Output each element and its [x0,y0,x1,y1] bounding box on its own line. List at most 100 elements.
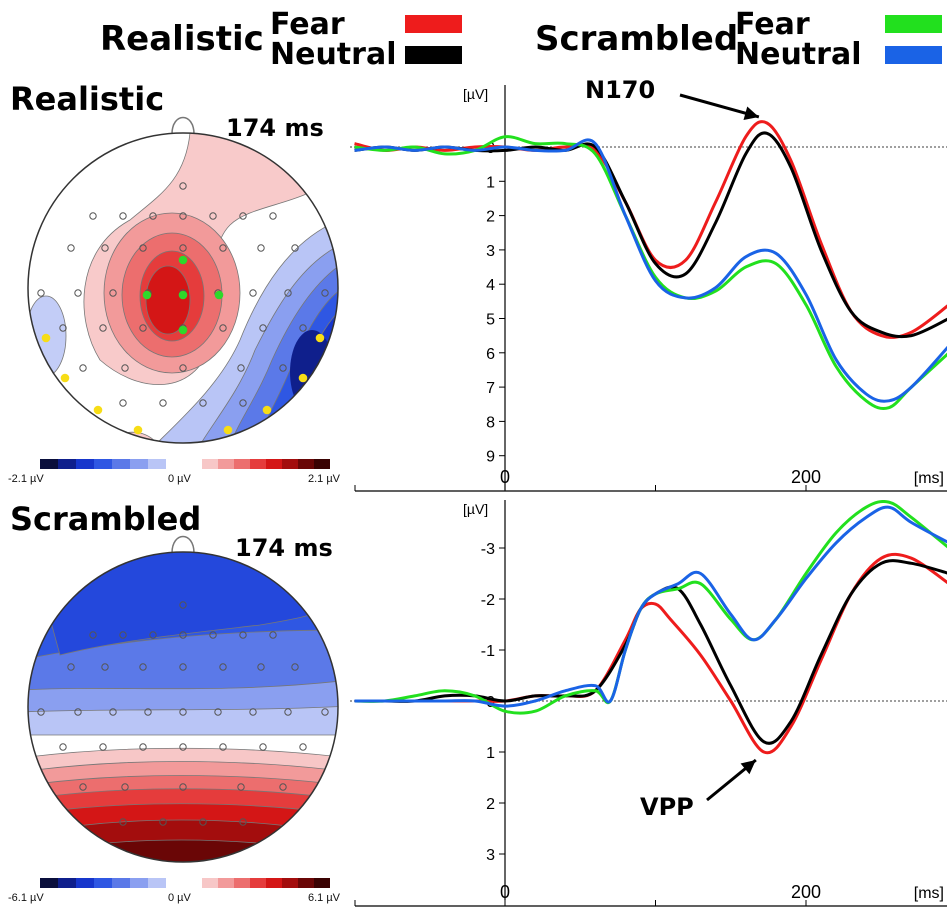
head-outline [27,551,339,863]
series-group [354,500,947,755]
topomap-realistic-title: Realistic [10,80,164,118]
electrode-marker [257,663,265,671]
y-tick-label: 1 [486,174,495,191]
colorbar-swatch [250,459,266,469]
colorbar-swatch [148,878,166,888]
electrode-marker [299,324,307,332]
electrode-marker [179,601,187,609]
colorbar-swatch [266,878,282,888]
electrode-marker [239,631,247,639]
colorbar-swatch [282,459,298,469]
electrode-marker [237,364,245,372]
y-tick-label: 2 [486,796,495,813]
colorbar-swatch [130,878,148,888]
electrode-highlight [41,333,51,343]
series-line-neutral [354,505,947,708]
series-group [354,120,947,411]
electrode-marker [179,663,187,671]
legend-swatch-scrambled-neutral [885,46,942,64]
electrode-marker [67,244,75,252]
nose-icon [171,116,195,135]
electrode-marker [159,399,167,407]
colorbar-swatch [148,459,166,469]
electrode-marker [279,364,287,372]
x-tick-label: 0 [500,467,510,487]
electrode-marker [159,818,167,826]
annotation-arrowhead [740,760,756,775]
y-tick-label: 5 [486,312,495,329]
colorbar-swatch [58,878,76,888]
electrode-grid [37,601,329,826]
electrode-marker [284,708,292,716]
colorbar-swatch [218,878,234,888]
electrode-highlight [223,425,233,435]
electrode-marker [259,324,267,332]
y-tick-label: 3 [486,847,495,864]
legend-swatch-scrambled-fear [885,15,942,33]
colorbar-swatch [76,459,94,469]
electrode-marker [209,631,217,639]
y-tick-label: 8 [486,414,495,431]
x-axis-label: [ms] [914,470,944,487]
electrode-grid [37,182,329,435]
colorbar-swatch [112,878,130,888]
colorbar-scrambled-max: 6.1 µV [308,892,341,904]
colorbar-swatch [298,878,314,888]
electrode-marker [119,818,127,826]
electrode-marker [59,324,67,332]
topomap-scrambled-time: 174 ms [235,534,333,562]
electrode-marker [79,364,87,372]
electrode-highlight [214,290,224,300]
head-outline [27,132,339,444]
electrode-highlight [93,405,103,415]
electrode-marker [219,743,227,751]
electrode-marker [257,244,265,252]
electrode-marker [239,818,247,826]
electrode-marker [59,743,67,751]
legend-swatch-realistic-fear [405,15,462,33]
electrode-marker [239,399,247,407]
electrode-highlight [178,255,188,265]
electrode-marker [321,289,329,297]
x-tick-label: 200 [791,882,821,902]
electrode-marker [109,289,117,297]
electrode-marker [299,743,307,751]
y-axis-label: [µV] [463,86,488,102]
annotation-arrowhead [743,106,759,120]
electrode-marker [179,743,187,751]
electrode-marker [74,708,82,716]
legend-realistic-label: Realistic [100,19,264,59]
topomap-realistic-time: 174 ms [226,114,324,142]
electrode-marker [269,212,277,220]
electrode-marker [74,289,82,297]
electrode-highlight [133,425,143,435]
y-tick-label: 3 [486,243,495,260]
electrode-marker [179,182,187,190]
electrode-highlight [178,290,188,300]
y-tick-label: -1 [481,643,495,660]
electrode-marker [119,399,127,407]
colorbar-swatch [234,459,250,469]
electrode-marker [121,783,129,791]
colorbar-scrambled-mid: 0 µV [168,892,192,904]
y-axis-label: [µV] [463,501,488,517]
electrode-marker [119,212,127,220]
colorbar-swatch [76,878,94,888]
electrode-marker [139,324,147,332]
electrode-marker [209,212,217,220]
electrode-marker [89,212,97,220]
electrode-marker [237,783,245,791]
electrode-highlight [60,373,70,383]
electrode-marker [321,708,329,716]
colorbar-swatch [250,878,266,888]
colorbar-scrambled [40,878,330,888]
electrode-marker [179,708,187,716]
y-tick-label: -2 [481,592,495,609]
legend-scrambled-neutral-label: Neutral [735,37,861,72]
colorbar-swatch [202,878,218,888]
colorbar-swatch [314,878,330,888]
colorbar-swatch [112,459,130,469]
electrode-marker [149,212,157,220]
series-line-fear [354,135,947,411]
colorbar-swatch [298,459,314,469]
